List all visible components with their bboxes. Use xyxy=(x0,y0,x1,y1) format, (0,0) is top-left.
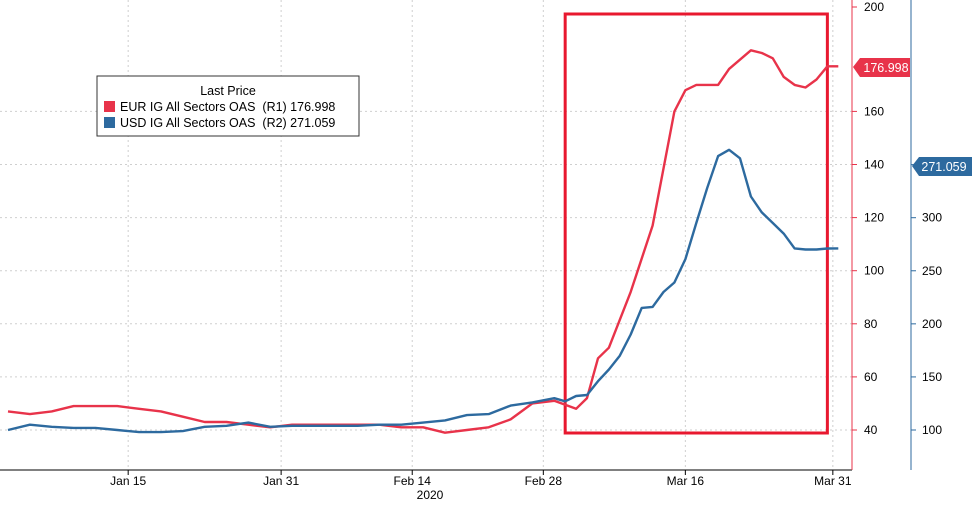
x-axis-year-label: 2020 xyxy=(417,488,444,502)
usd-series-line xyxy=(7,148,839,434)
highlight-box xyxy=(563,12,829,435)
r1-tick-label: 60 xyxy=(864,370,878,384)
legend: Last Price EUR IG All Sectors OAS (R1) 1… xyxy=(96,75,360,137)
r2-tick-label: 250 xyxy=(922,264,942,278)
r1-tick-label: 120 xyxy=(864,211,884,225)
x-tick-label: Jan 15 xyxy=(110,474,146,488)
r2-axis-ticks: 100150200250300350 xyxy=(911,158,942,437)
r2-tick-label: 200 xyxy=(922,317,942,331)
x-tick-label: Jan 31 xyxy=(263,474,299,488)
grid-lines xyxy=(0,0,852,470)
eur-last-value-text: 176.998 xyxy=(863,61,908,75)
legend-box xyxy=(96,75,360,137)
usd-last-value-badge: 271.059 xyxy=(912,157,972,176)
x-tick-label: Feb 28 xyxy=(525,474,563,488)
r1-tick-label: 160 xyxy=(864,104,884,118)
r1-tick-label: 80 xyxy=(864,317,878,331)
x-axis-ticks: Jan 15 Jan 31 Feb 14 Feb 28 Mar 16 Mar 31 xyxy=(110,470,852,488)
r2-tick-label: 100 xyxy=(922,423,942,437)
legend-swatch-eur xyxy=(104,101,115,112)
r1-axis-ticks: 40 60 80 100 120 140 160 200 xyxy=(852,0,884,437)
r2-tick-label: 300 xyxy=(922,211,942,225)
r1-tick-label: 140 xyxy=(864,158,884,172)
r2-tick-label: 150 xyxy=(922,370,942,384)
legend-label-usd: USD IG All Sectors OAS (R2) 271.059 xyxy=(120,116,335,130)
legend-title: Last Price xyxy=(200,84,256,98)
highlight-box-layer xyxy=(563,12,829,435)
eur-last-value-badge: 176.998 xyxy=(853,58,910,77)
eur-series-line xyxy=(7,49,839,434)
series-layer xyxy=(7,49,839,434)
r1-tick-label: 100 xyxy=(864,264,884,278)
x-tick-label: Mar 31 xyxy=(814,474,852,488)
r1-tick-label: 40 xyxy=(864,423,878,437)
legend-label-eur: EUR IG All Sectors OAS (R1) 176.998 xyxy=(120,100,335,114)
x-tick-label: Feb 14 xyxy=(394,474,432,488)
r1-tick-label: 200 xyxy=(864,0,884,14)
x-tick-label: Mar 16 xyxy=(667,474,705,488)
legend-swatch-usd xyxy=(104,117,115,128)
usd-last-value-text: 271.059 xyxy=(921,160,966,174)
